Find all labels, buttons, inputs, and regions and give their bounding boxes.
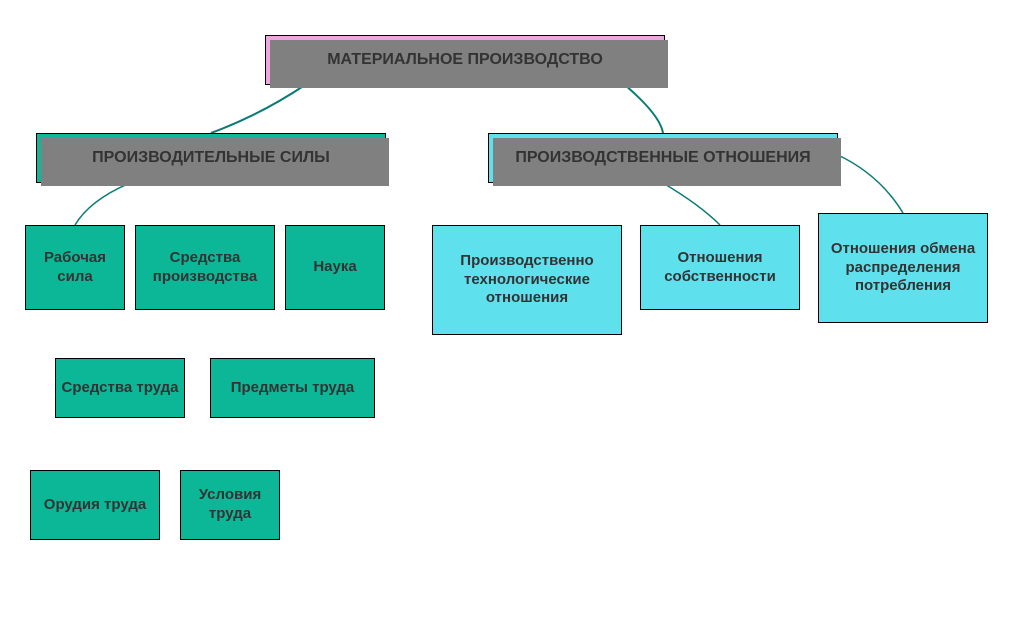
usloviya-truda-label: Условия труда bbox=[185, 486, 275, 524]
sredstva-proizvodstva-node: Средства производства bbox=[135, 225, 275, 310]
proizv-tech-node: Производственно технологические отношени… bbox=[432, 225, 622, 335]
left-header-label: ПРОИЗВОДИТЕЛЬНЫЕ СИЛЫ bbox=[92, 148, 330, 168]
sredstva-truda-label: Средства труда bbox=[61, 379, 178, 398]
nauka-label: Наука bbox=[313, 258, 356, 277]
proizv-tech-label: Производственно технологические отношени… bbox=[437, 252, 617, 308]
otnosh-obmena-label: Отношения обмена распределения потреблен… bbox=[823, 240, 983, 296]
predmety-truda-node: Предметы труда bbox=[210, 358, 375, 418]
orudiya-truda-node: Орудия труда bbox=[30, 470, 160, 540]
otnosh-sobstv-label: Отношения собственности bbox=[645, 249, 795, 287]
right-header-node: ПРОИЗВОДСТВЕННЫЕ ОТНОШЕНИЯ bbox=[488, 133, 838, 183]
otnosh-sobstv-node: Отношения собственности bbox=[640, 225, 800, 310]
rabochaya-sila-label: Рабочая сила bbox=[30, 249, 120, 287]
sredstva-proizvodstva-label: Средства производства bbox=[140, 249, 270, 287]
left-header-node: ПРОИЗВОДИТЕЛЬНЫЕ СИЛЫ bbox=[36, 133, 386, 183]
orudiya-truda-label: Орудия труда bbox=[44, 496, 146, 515]
rabochaya-sila-node: Рабочая сила bbox=[25, 225, 125, 310]
right-header-label: ПРОИЗВОДСТВЕННЫЕ ОТНОШЕНИЯ bbox=[515, 148, 810, 168]
root-label: МАТЕРИАЛЬНОЕ ПРОИЗВОДСТВО bbox=[327, 50, 603, 70]
nauka-node: Наука bbox=[285, 225, 385, 310]
otnosh-obmena-node: Отношения обмена распределения потреблен… bbox=[818, 213, 988, 323]
predmety-truda-label: Предметы труда bbox=[231, 379, 355, 398]
sredstva-truda-node: Средства труда bbox=[55, 358, 185, 418]
root-node: МАТЕРИАЛЬНОЕ ПРОИЗВОДСТВО bbox=[265, 35, 665, 85]
usloviya-truda-node: Условия труда bbox=[180, 470, 280, 540]
